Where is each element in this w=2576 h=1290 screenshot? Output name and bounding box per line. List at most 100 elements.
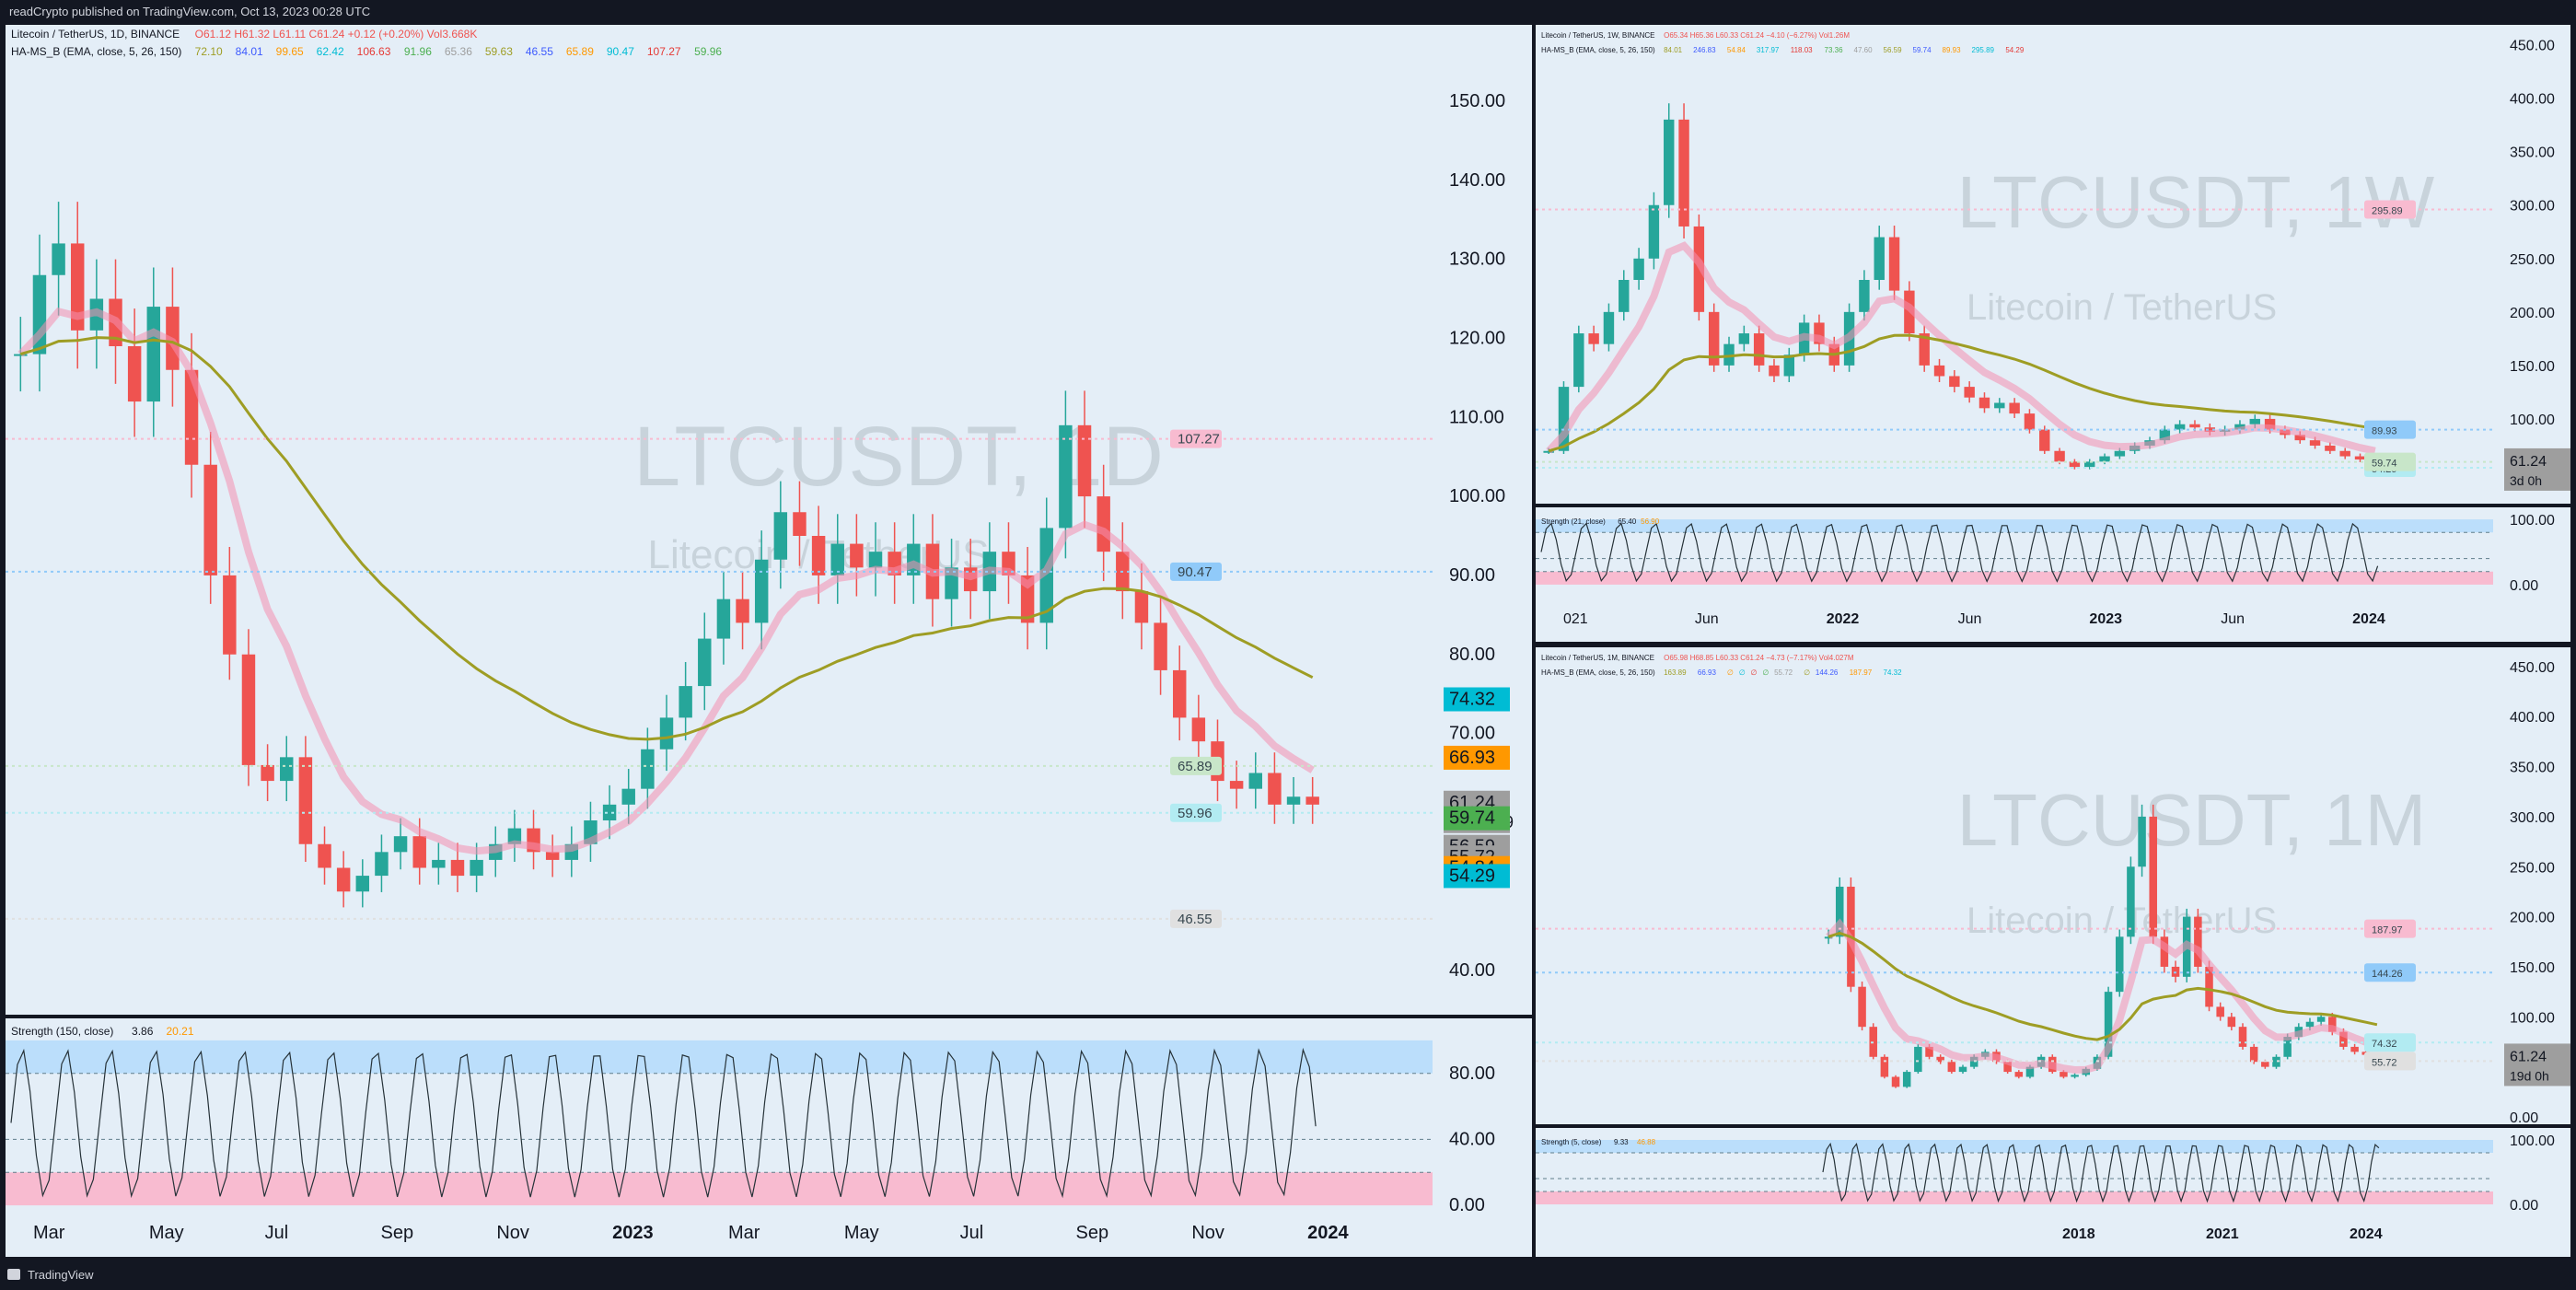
price-tag-value: 61.24	[2510, 1049, 2547, 1064]
footer-bar: TradingView	[0, 1260, 2576, 1290]
osc-y-tick-label: 80.00	[1449, 1063, 1495, 1084]
candle	[2069, 461, 2081, 468]
candle	[223, 575, 237, 655]
candle	[1191, 717, 1206, 742]
candle	[2138, 816, 2146, 867]
x-tick-label: Jun	[1695, 611, 1719, 627]
candle	[71, 243, 85, 331]
x-tick-label: Jul	[960, 1223, 984, 1243]
osc-y-tick-label: 100.00	[2510, 513, 2555, 529]
price-tag-value: 61.24	[2510, 454, 2547, 470]
chart-1m[interactable]: LTCUSDT, 1M Litecoin / TetherUS 450.00 400.…	[1536, 647, 2570, 1257]
osc-lower-band	[1536, 1191, 2493, 1204]
level-label: 107.27	[1178, 432, 1220, 447]
legend-indicator-value: ∅	[1739, 668, 1746, 677]
osc-value-signal: 46.88	[1637, 1138, 1656, 1146]
y-tick-label: 70.00	[1449, 724, 1495, 744]
candle	[1994, 402, 2005, 409]
x-tick-label: May	[844, 1223, 879, 1243]
y-tick-label: 350.00	[2510, 761, 2555, 776]
legend-indicator-value: 107.27	[647, 45, 681, 58]
legend-indicator-value: 246.83	[1693, 46, 1716, 54]
price-tag-box	[1444, 745, 1510, 770]
candle	[127, 346, 142, 402]
publish-header: readCrypto published on TradingView.com,…	[0, 0, 2576, 24]
level-label-box	[1170, 562, 1222, 581]
legend-indicator-value: 91.96	[404, 45, 432, 58]
price-tag-countdown: 3d 0h	[2510, 473, 2542, 488]
candle	[2204, 427, 2216, 432]
y-tick-label: 250.00	[2510, 252, 2555, 268]
y-tick-label: 400.00	[2510, 710, 2555, 726]
osc-value-signal: 56.90	[1641, 517, 1660, 526]
candle	[280, 757, 294, 782]
x-tick-label: 2024	[2352, 611, 2385, 627]
candle	[336, 867, 351, 892]
x-tick-label: Sep	[1076, 1223, 1109, 1243]
candle	[545, 852, 560, 860]
y-tick-label: 90.00	[1449, 565, 1495, 586]
candle	[659, 717, 674, 750]
level-label: 90.47	[1178, 564, 1213, 580]
y-tick-label: 150.00	[2510, 359, 2555, 375]
candle	[2174, 424, 2186, 430]
candle	[2309, 440, 2321, 446]
osc-value: 9.33	[1614, 1138, 1629, 1146]
candle	[2261, 1062, 2269, 1067]
chart-panel-1m[interactable]: LTCUSDT, 1M Litecoin / TetherUS 450.00 400.…	[1536, 647, 2570, 1257]
candle	[1888, 237, 1900, 291]
x-tick-label: 2021	[2206, 1226, 2239, 1242]
candle	[2350, 1046, 2359, 1052]
x-tick-label: Jun	[2221, 611, 2245, 627]
y-tick-label: 150.00	[1449, 91, 1505, 111]
candle	[1936, 1056, 1944, 1063]
legend-indicator-value: 65.89	[566, 45, 594, 58]
legend-symbol: Litecoin / TetherUS, 1D, BINANCE	[11, 28, 180, 41]
candle	[1664, 119, 1675, 205]
osc-upper-band	[6, 1040, 1433, 1074]
legend-ohlc: O61.12 H61.32 L61.11 C61.24 +0.12 (+0.20…	[195, 28, 478, 41]
x-tick-label: May	[149, 1223, 184, 1243]
candle	[1305, 796, 1319, 805]
candle	[146, 307, 161, 402]
chart-panel-1w[interactable]: LTCUSDT, 1W Litecoin / TetherUS 450.00 400.…	[1536, 25, 2570, 642]
chart-panel-1d[interactable]: LTCUSDT, 1D Litecoin / TetherUS 150.00 140.…	[6, 25, 1532, 1257]
y-tick-label: 200.00	[2510, 911, 2555, 926]
legend-indicator: HA-MS_B (EMA, close, 5, 26, 150)	[1541, 46, 1655, 54]
chart-1w[interactable]: LTCUSDT, 1W Litecoin / TetherUS 450.00 400.…	[1536, 25, 2570, 642]
y-tick-label: 100.00	[2510, 413, 2555, 428]
y-tick-label: 450.00	[2510, 660, 2555, 676]
candle	[1708, 311, 1720, 366]
level-label: 187.97	[2372, 925, 2403, 936]
candle	[450, 859, 465, 877]
candle	[793, 512, 806, 536]
price-tag-value: 59.74	[1449, 808, 1495, 829]
y-tick-label: 300.00	[2510, 810, 2555, 826]
legend-indicator-value: 55.72	[1774, 668, 1793, 677]
ema-slow-line	[19, 336, 1314, 741]
legend-indicator-value: 163.89	[1664, 668, 1687, 677]
legend-indicator-value: 106.63	[357, 45, 391, 58]
osc-value-signal: 20.21	[166, 1025, 193, 1038]
level-label-box	[2364, 420, 2416, 439]
legend-indicator-value: 47.60	[1854, 46, 1874, 54]
candle	[1824, 936, 1833, 939]
level-label-box	[1170, 756, 1222, 775]
candle	[2159, 429, 2171, 441]
osc-strength-line	[10, 1047, 1317, 1199]
ema-slow-line	[1548, 333, 2376, 453]
y-tick-label: 400.00	[2510, 92, 2555, 108]
legend-indicator: HA-MS_B (EMA, close, 5, 26, 150)	[11, 45, 181, 58]
level-label: 295.89	[2372, 206, 2403, 217]
candle	[1738, 333, 1750, 344]
candle	[2216, 1006, 2224, 1017]
candle	[1947, 1062, 1956, 1073]
candle	[2039, 429, 2050, 451]
legend-indicator-value: 54.29	[2005, 46, 2025, 54]
legend-symbol: Litecoin / TetherUS, 1M, BINANCE	[1541, 654, 1654, 662]
candle	[14, 354, 28, 356]
y-tick-label: 140.00	[1449, 170, 1505, 191]
footer-brand: TradingView	[28, 1268, 94, 1282]
candle	[754, 559, 769, 623]
